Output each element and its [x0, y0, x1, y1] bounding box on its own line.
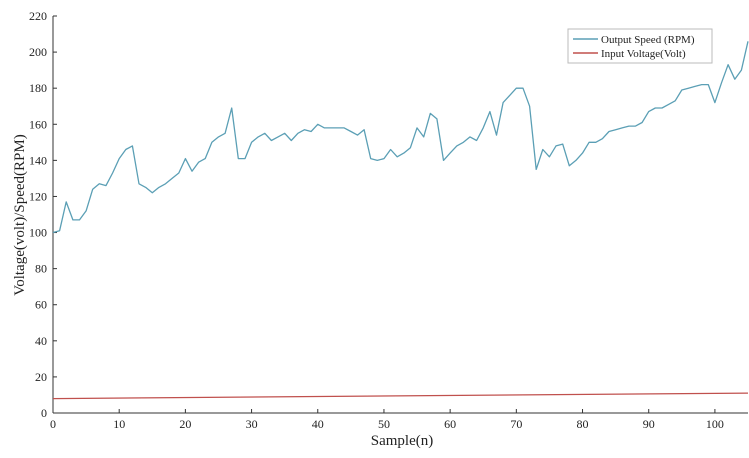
y-tick-label: 20: [35, 370, 47, 384]
x-tick-label: 50: [378, 417, 390, 431]
x-tick-label: 60: [444, 417, 456, 431]
x-tick-label: 90: [643, 417, 655, 431]
x-tick-label: 80: [577, 417, 589, 431]
legend-box: [567, 28, 713, 64]
y-tick-label: 0: [41, 406, 47, 420]
y-tick-label: 180: [29, 81, 47, 95]
axes: 0 10 20 30 40 50 60 70 80 90 100 0 20 40 60 80 100 120 140…: [29, 9, 748, 431]
x-tick-label: 100: [706, 417, 724, 431]
y-tick-label: 120: [29, 189, 47, 203]
x-tick-label: 40: [312, 417, 324, 431]
series-line-1: [52, 41, 749, 234]
y-tick-label: 100: [29, 226, 47, 240]
x-tick-label: 70: [510, 417, 522, 431]
y-tick-label: 160: [29, 117, 47, 131]
y-tick-label: 60: [35, 298, 47, 312]
y-tick-label: 80: [35, 262, 47, 276]
y-tick-label: 200: [29, 45, 47, 59]
x-axis-title: Sample(n): [371, 433, 433, 449]
legend-label: Input Voltage(Volt): [601, 48, 686, 60]
legend-label: Output Speed (RPM): [601, 34, 695, 46]
y-tick-label: 220: [29, 9, 47, 23]
x-tick-label: 30: [246, 417, 258, 431]
x-tick-label: 10: [113, 417, 125, 431]
y-axis-title: Voltage(volt)/Speed(RPM): [12, 134, 28, 295]
series-layer: [52, 41, 749, 400]
legend: Output Speed (RPM) Input Voltage(Volt): [567, 28, 713, 64]
series-line-2: [52, 392, 749, 400]
x-tick-label: 20: [179, 417, 191, 431]
y-tick-label: 140: [29, 153, 47, 167]
y-tick-label: 40: [35, 334, 47, 348]
x-tick-label: 0: [50, 417, 56, 431]
